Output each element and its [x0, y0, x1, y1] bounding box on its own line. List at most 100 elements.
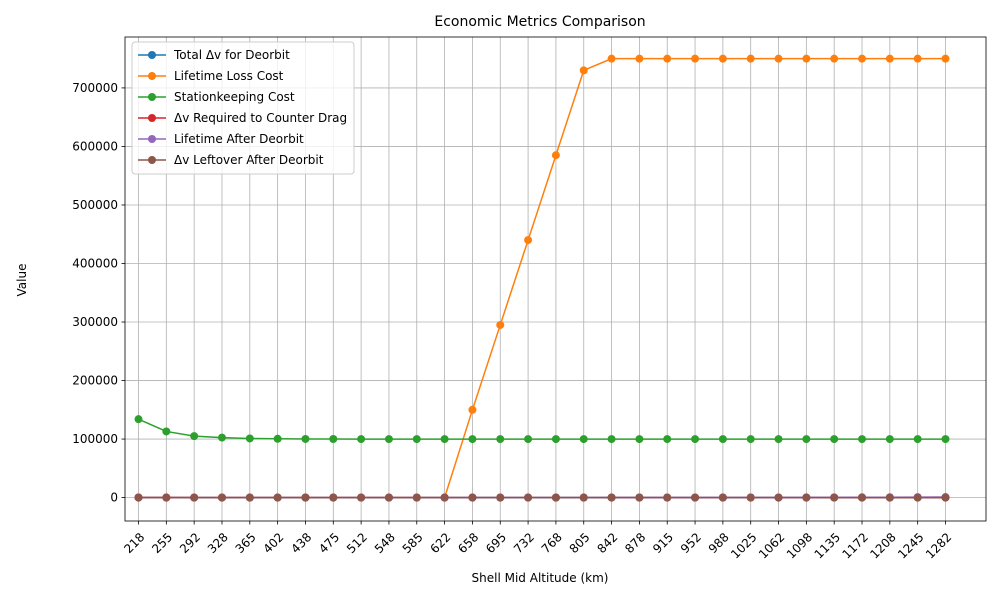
- data-point: [441, 494, 449, 502]
- legend-label: Lifetime After Deorbit: [174, 132, 304, 146]
- data-point: [663, 55, 671, 63]
- data-point: [635, 55, 643, 63]
- data-point: [942, 55, 950, 63]
- data-point: [580, 494, 588, 502]
- y-tick-label: 500000: [72, 198, 118, 212]
- y-tick-label: 400000: [72, 256, 118, 270]
- data-point: [942, 435, 950, 443]
- data-point: [802, 435, 810, 443]
- legend-label: Stationkeeping Cost: [174, 90, 295, 104]
- data-point: [802, 494, 810, 502]
- data-point: [329, 435, 337, 443]
- data-point: [357, 494, 365, 502]
- data-point: [942, 494, 950, 502]
- legend-label: Δv Required to Counter Drag: [174, 111, 347, 125]
- data-point: [246, 494, 254, 502]
- y-tick-label: 100000: [72, 432, 118, 446]
- data-point: [608, 435, 616, 443]
- data-point: [747, 435, 755, 443]
- data-point: [385, 435, 393, 443]
- data-point: [190, 494, 198, 502]
- legend-marker: [148, 156, 156, 164]
- data-point: [635, 435, 643, 443]
- data-point: [635, 494, 643, 502]
- data-point: [496, 321, 504, 329]
- data-point: [246, 434, 254, 442]
- data-point: [162, 427, 170, 435]
- data-point: [775, 494, 783, 502]
- chart-title: Economic Metrics Comparison: [434, 14, 645, 30]
- data-point: [441, 435, 449, 443]
- data-point: [663, 494, 671, 502]
- data-point: [468, 435, 476, 443]
- data-point: [496, 435, 504, 443]
- y-tick-label: 700000: [72, 81, 118, 95]
- data-point: [135, 415, 143, 423]
- data-point: [691, 494, 699, 502]
- legend: Total Δv for Deorbit Lifetime Loss Cost St…: [132, 42, 354, 174]
- data-point: [747, 494, 755, 502]
- data-point: [162, 494, 170, 502]
- y-axis-title: Value: [15, 264, 29, 297]
- data-point: [496, 494, 504, 502]
- data-point: [329, 494, 337, 502]
- data-point: [524, 435, 532, 443]
- legend-marker: [148, 114, 156, 122]
- data-point: [691, 55, 699, 63]
- data-point: [691, 435, 699, 443]
- data-point: [218, 494, 226, 502]
- data-point: [719, 435, 727, 443]
- data-point: [468, 406, 476, 414]
- legend-label: Lifetime Loss Cost: [174, 69, 284, 83]
- data-point: [301, 435, 309, 443]
- data-point: [858, 494, 866, 502]
- data-point: [886, 435, 894, 443]
- y-tick-label: 0: [110, 491, 118, 505]
- y-tick-label: 300000: [72, 315, 118, 329]
- data-point: [886, 494, 894, 502]
- legend-label: Total Δv for Deorbit: [173, 48, 290, 62]
- data-point: [858, 435, 866, 443]
- data-point: [608, 494, 616, 502]
- y-tick-label: 600000: [72, 139, 118, 153]
- data-point: [580, 66, 588, 74]
- x-axis-title: Shell Mid Altitude (km): [472, 571, 609, 585]
- data-point: [580, 435, 588, 443]
- data-point: [830, 494, 838, 502]
- data-point: [552, 151, 560, 159]
- data-point: [274, 494, 282, 502]
- data-point: [830, 435, 838, 443]
- legend-marker: [148, 72, 156, 80]
- data-point: [413, 494, 421, 502]
- data-point: [413, 435, 421, 443]
- y-tick-label: 200000: [72, 374, 118, 388]
- legend-marker: [148, 51, 156, 59]
- data-point: [135, 494, 143, 502]
- data-point: [775, 55, 783, 63]
- data-point: [301, 494, 309, 502]
- data-point: [357, 435, 365, 443]
- data-point: [775, 435, 783, 443]
- data-point: [914, 55, 922, 63]
- data-point: [802, 55, 810, 63]
- data-point: [524, 494, 532, 502]
- data-point: [719, 494, 727, 502]
- data-point: [663, 435, 671, 443]
- data-point: [719, 55, 727, 63]
- data-point: [190, 432, 198, 440]
- data-point: [886, 55, 894, 63]
- data-point: [274, 435, 282, 443]
- data-point: [608, 55, 616, 63]
- data-point: [218, 434, 226, 442]
- legend-label: Δv Leftover After Deorbit: [174, 153, 324, 167]
- legend-marker: [148, 93, 156, 101]
- legend-marker: [148, 135, 156, 143]
- data-point: [914, 435, 922, 443]
- data-point: [858, 55, 866, 63]
- data-point: [914, 494, 922, 502]
- data-point: [385, 494, 393, 502]
- data-point: [524, 236, 532, 244]
- data-point: [468, 494, 476, 502]
